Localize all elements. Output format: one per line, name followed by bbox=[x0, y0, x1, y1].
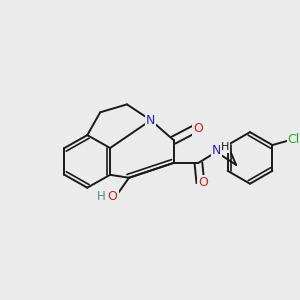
Text: O: O bbox=[198, 176, 208, 189]
Text: Cl: Cl bbox=[288, 133, 300, 146]
Text: H: H bbox=[97, 190, 106, 202]
Text: N: N bbox=[212, 144, 221, 157]
Text: O: O bbox=[108, 190, 118, 202]
Text: H: H bbox=[221, 142, 230, 152]
Text: O: O bbox=[193, 122, 203, 135]
Text: N: N bbox=[146, 114, 155, 127]
